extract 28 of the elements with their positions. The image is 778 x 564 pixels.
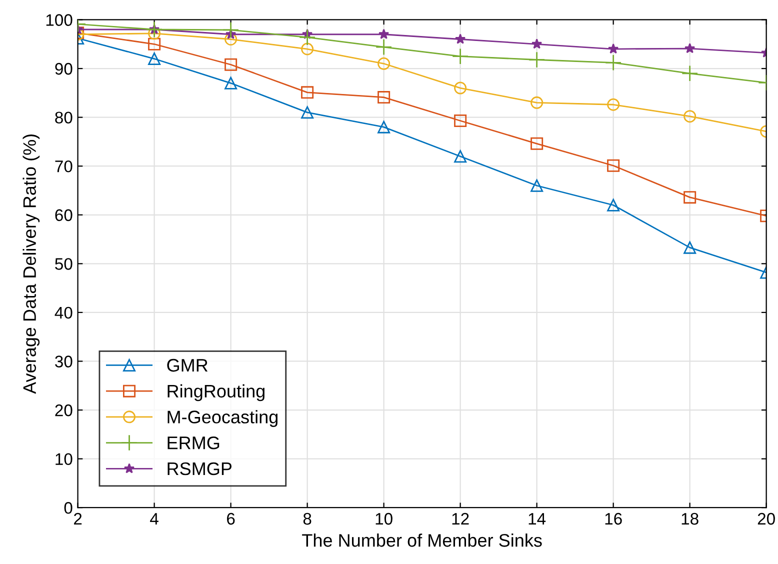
legend-label: M-Geocasting	[168, 410, 278, 427]
y-tick-label: 60	[55, 209, 72, 222]
x-tick-label: 16	[605, 512, 622, 525]
x-tick-label: 20	[758, 512, 775, 525]
x-tick-label: 8	[303, 512, 312, 525]
y-tick-label: 40	[54, 306, 72, 319]
x-tick-label: 4	[150, 513, 158, 525]
y-tick-label: 50	[55, 258, 72, 270]
y-tick-label: 20	[55, 404, 72, 416]
legend-label: RingRouting	[168, 384, 264, 402]
legend-label: RSMGP	[168, 462, 232, 476]
x-tick-label: 2	[74, 512, 82, 525]
x-axis-title: The Number of Member Sinks	[302, 534, 542, 547]
y-tick-label: 90	[55, 62, 72, 75]
x-tick-label: 14	[528, 513, 546, 525]
legend-label: GMR	[167, 358, 208, 372]
legend-label: ERMG	[168, 436, 220, 450]
x-tick-label: 12	[452, 512, 469, 525]
y-tick-label: 100	[46, 14, 72, 26]
y-tick-label: 10	[56, 453, 72, 466]
x-tick-label: 18	[682, 512, 698, 525]
y-tick-label: 70	[55, 160, 72, 172]
y-tick-label: 30	[55, 356, 72, 368]
x-tick-label: 6	[227, 512, 235, 525]
x-tick-label: 10	[376, 512, 392, 525]
y-tick-label: 0	[64, 502, 72, 514]
y-tick-label: 80	[55, 112, 72, 124]
y-axis-title: Average Data Delivery Ratio (%)	[22, 134, 40, 394]
